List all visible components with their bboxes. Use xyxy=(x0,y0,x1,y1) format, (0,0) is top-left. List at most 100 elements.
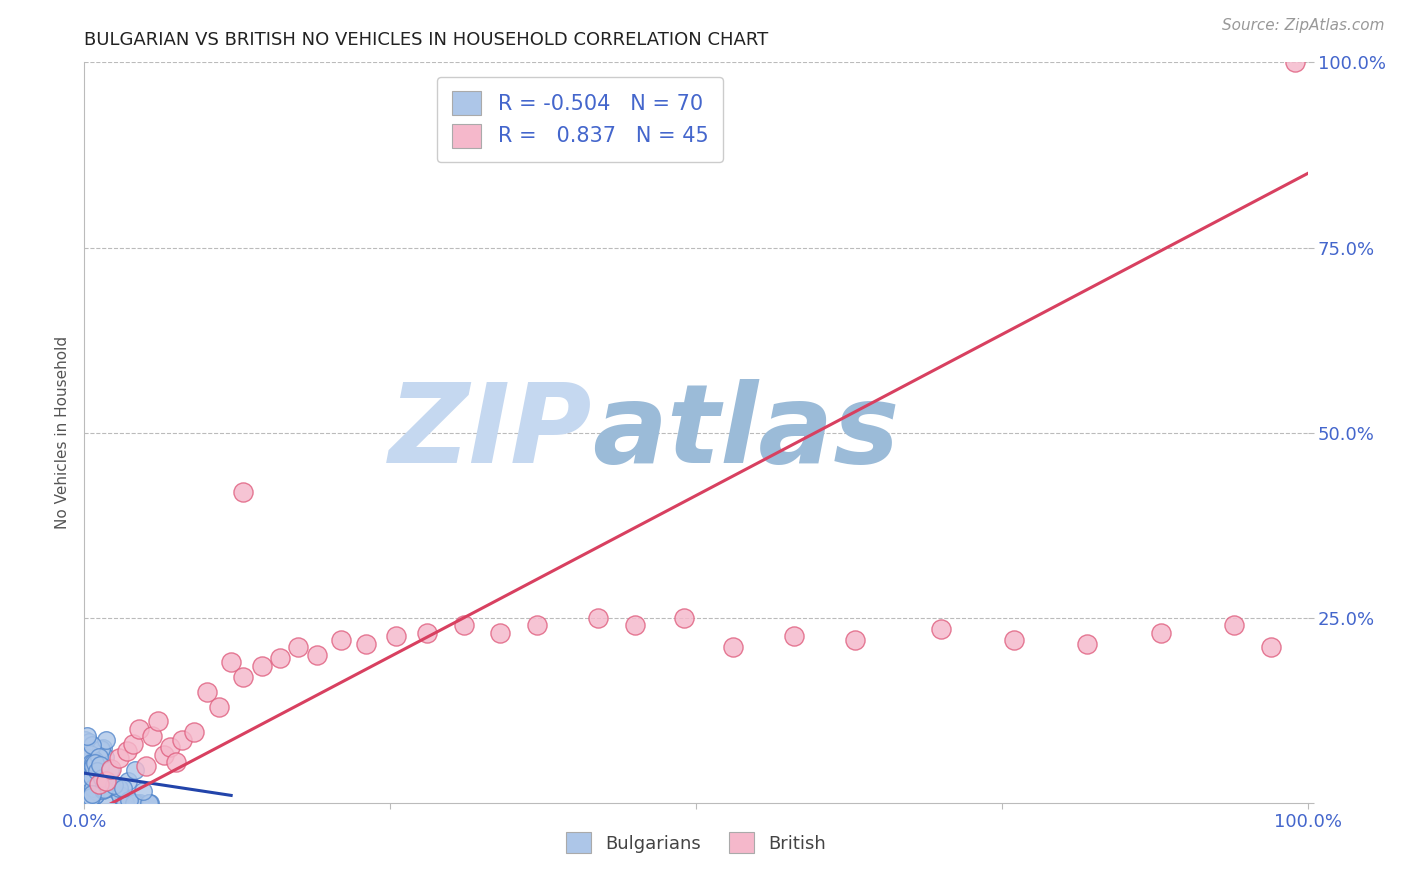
Point xyxy=(90,771,112,785)
Point xyxy=(80,764,103,778)
Point xyxy=(172,732,194,747)
Point xyxy=(87,756,110,771)
Point xyxy=(114,796,136,810)
Point xyxy=(108,781,131,796)
Point xyxy=(138,796,160,810)
Point xyxy=(124,796,146,810)
Point xyxy=(91,741,114,756)
Point xyxy=(141,729,163,743)
Point xyxy=(453,618,475,632)
Point xyxy=(1150,625,1173,640)
Point xyxy=(208,699,231,714)
Point xyxy=(89,763,111,777)
Point xyxy=(128,722,150,736)
Point xyxy=(77,771,100,785)
Point xyxy=(108,789,131,803)
Point xyxy=(96,796,118,810)
Point xyxy=(77,767,100,781)
Point xyxy=(416,625,439,640)
Point xyxy=(287,640,309,655)
Point xyxy=(83,753,105,767)
Point xyxy=(305,648,328,662)
Point xyxy=(86,774,108,789)
Text: Source: ZipAtlas.com: Source: ZipAtlas.com xyxy=(1222,18,1385,33)
Point xyxy=(1002,632,1025,647)
Text: ZIP: ZIP xyxy=(388,379,592,486)
Point xyxy=(89,758,111,772)
Point xyxy=(586,610,609,624)
Point xyxy=(330,632,353,647)
Point xyxy=(77,755,100,769)
Point xyxy=(79,734,101,748)
Point xyxy=(75,779,97,793)
Point xyxy=(1284,55,1306,70)
Point xyxy=(115,744,138,758)
Point xyxy=(75,771,97,785)
Point xyxy=(93,749,115,764)
Point xyxy=(107,751,129,765)
Point xyxy=(83,754,105,768)
Point xyxy=(165,755,187,769)
Point xyxy=(77,754,100,768)
Point xyxy=(83,767,105,781)
Point xyxy=(100,763,122,777)
Text: BULGARIAN VS BRITISH NO VEHICLES IN HOUSEHOLD CORRELATION CHART: BULGARIAN VS BRITISH NO VEHICLES IN HOUS… xyxy=(84,31,769,49)
Point xyxy=(132,783,155,797)
Point xyxy=(219,655,242,669)
Legend: Bulgarians, British: Bulgarians, British xyxy=(558,825,834,861)
Point xyxy=(76,751,98,765)
Point xyxy=(269,651,291,665)
Point xyxy=(84,756,107,771)
Point xyxy=(73,792,96,806)
Point xyxy=(75,732,97,747)
Point xyxy=(117,774,139,789)
Point xyxy=(79,747,101,761)
Point xyxy=(672,610,695,624)
Point xyxy=(80,762,103,776)
Point xyxy=(82,788,104,802)
Point xyxy=(250,658,273,673)
Point xyxy=(82,738,104,752)
Point xyxy=(232,484,254,499)
Point xyxy=(929,622,952,636)
Point xyxy=(97,781,120,796)
Point xyxy=(82,766,104,780)
Point xyxy=(112,790,135,805)
Point xyxy=(385,629,408,643)
Point xyxy=(84,783,107,797)
Point xyxy=(159,740,181,755)
Point xyxy=(1223,618,1246,632)
Point xyxy=(90,742,112,756)
Point xyxy=(138,796,160,810)
Point xyxy=(108,788,131,802)
Point xyxy=(80,790,103,805)
Point xyxy=(1260,640,1282,655)
Y-axis label: No Vehicles in Household: No Vehicles in Household xyxy=(55,336,70,529)
Point xyxy=(82,770,104,784)
Point xyxy=(94,732,117,747)
Point xyxy=(75,766,97,780)
Point xyxy=(122,796,145,810)
Point xyxy=(354,637,377,651)
Point xyxy=(124,763,146,777)
Point xyxy=(91,783,114,797)
Point xyxy=(146,714,169,729)
Point xyxy=(153,747,176,762)
Point xyxy=(80,776,103,790)
Point xyxy=(93,781,115,796)
Point xyxy=(783,629,806,643)
Point xyxy=(84,784,107,798)
Point xyxy=(83,788,105,802)
Point xyxy=(82,751,104,765)
Point xyxy=(87,777,110,791)
Point xyxy=(80,756,103,771)
Point xyxy=(195,685,218,699)
Point xyxy=(232,670,254,684)
Point xyxy=(89,750,111,764)
Point xyxy=(183,725,205,739)
Point xyxy=(111,781,134,796)
Point xyxy=(129,796,152,810)
Point xyxy=(118,793,141,807)
Point xyxy=(76,729,98,743)
Point xyxy=(82,759,104,773)
